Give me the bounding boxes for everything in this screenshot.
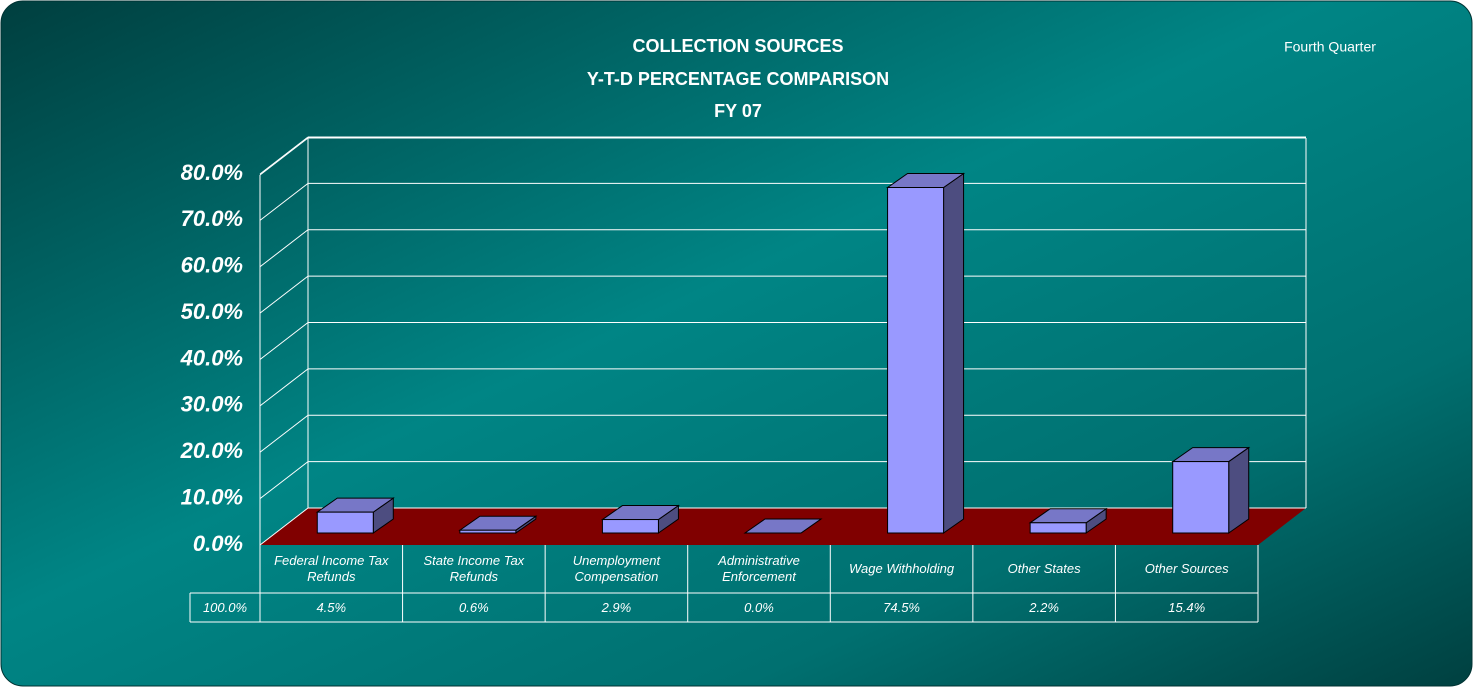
- bar-top: [743, 518, 823, 534]
- y-tick-label: 80.0%: [181, 160, 243, 185]
- data-table: [189, 545, 1259, 623]
- x-tick-label: State Income Tax Refunds: [423, 553, 525, 584]
- bar: [743, 518, 823, 534]
- y-tick-label: 0.0%: [193, 531, 243, 556]
- x-tick-label: Other States: [1007, 561, 1081, 576]
- bar: [600, 504, 681, 534]
- bar: [885, 172, 966, 534]
- x-tick-label: Other States: [1007, 561, 1081, 576]
- chart-title: FY 07: [714, 101, 762, 121]
- x-tick-label: Unemployment Compensation: [572, 553, 661, 584]
- grid-line: [259, 136, 309, 175]
- chart-title: Y-T-D PERCENTAGE COMPARISON: [587, 69, 889, 89]
- value-label: 2.2%: [1029, 599, 1059, 615]
- x-tick-label: Administrative Enforcement: [718, 553, 800, 584]
- value-label: 0.6%: [459, 599, 489, 615]
- value-label: 74.5%: [883, 599, 920, 615]
- bar-front: [601, 519, 659, 534]
- value-label: 74.5%: [883, 599, 920, 615]
- value-label: 0.0%: [744, 599, 774, 615]
- x-tick-label: Federal Income Tax Refunds: [274, 553, 389, 584]
- bar: [1171, 446, 1251, 534]
- grid-line: [259, 507, 309, 546]
- bar: [458, 515, 538, 534]
- x-tick-label: Federal Income Tax Refunds: [274, 553, 389, 584]
- subtitle: Fourth Quarter: [1284, 39, 1376, 55]
- grid-line: [259, 275, 309, 314]
- value-label: 2.2%: [1029, 599, 1059, 615]
- bar-front: [1029, 522, 1087, 534]
- value-label: 0.0%: [744, 599, 774, 615]
- grid-line: [259, 229, 309, 268]
- value-label: 15.4%: [1168, 599, 1206, 615]
- value-label: 0.6%: [459, 599, 489, 615]
- x-tick-label: Unemployment Compensation: [572, 553, 661, 584]
- chart-title: COLLECTION SOURCES: [632, 36, 843, 56]
- y-tick-label: 60.0%: [181, 253, 243, 278]
- value-label: 15.4%: [1168, 599, 1206, 615]
- bar-front: [1172, 461, 1230, 534]
- total-label: 100.0%: [202, 599, 248, 615]
- y-tick-label: 40.0%: [180, 345, 243, 370]
- y-tick-label: 30.0%: [181, 392, 243, 417]
- x-tick-label: Other Sources: [1144, 561, 1229, 576]
- value-label: 2.9%: [601, 599, 632, 615]
- x-tick-label: State Income Tax Refunds: [423, 553, 525, 584]
- x-tick-label: Wage Withholding: [848, 561, 955, 576]
- bar: [315, 497, 395, 534]
- bar-front: [316, 511, 374, 534]
- grid-line: [259, 368, 309, 407]
- x-tick-label: Wage Withholding: [848, 561, 955, 576]
- value-label: 4.5%: [316, 599, 347, 615]
- bar: [1028, 507, 1108, 534]
- x-tick-label: Administrative Enforcement: [718, 553, 800, 584]
- bar-side: [1228, 446, 1250, 534]
- bar-side: [943, 172, 965, 534]
- value-label: 4.5%: [316, 599, 347, 615]
- grid-line: [259, 414, 309, 453]
- grid-line: [259, 182, 309, 221]
- x-tick-label: Other Sources: [1144, 561, 1229, 576]
- y-tick-label: 20.0%: [180, 438, 243, 463]
- bar-front: [887, 187, 945, 534]
- y-tick-label: 50.0%: [181, 299, 243, 324]
- grid-line: [259, 461, 309, 500]
- value-label: 2.9%: [601, 599, 632, 615]
- y-tick-label: 10.0%: [181, 484, 243, 509]
- y-tick-label: 70.0%: [181, 206, 243, 231]
- bar-front: [459, 529, 517, 534]
- total-label: 100.0%: [202, 599, 248, 615]
- grid-line: [259, 322, 309, 360]
